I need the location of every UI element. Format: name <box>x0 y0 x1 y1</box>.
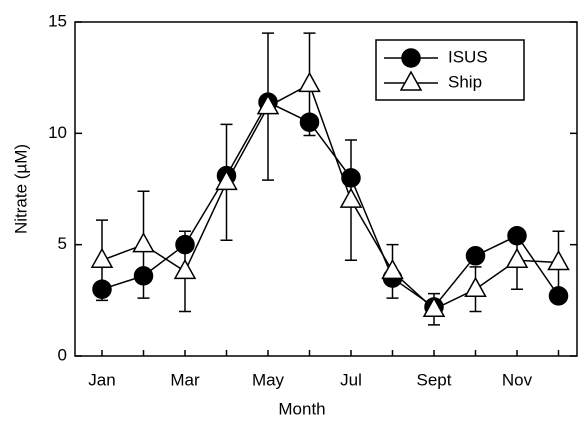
data-point <box>465 246 486 266</box>
data-point <box>548 286 569 306</box>
data-point <box>90 247 114 269</box>
x-tick-label: Sept <box>417 370 452 389</box>
data-point <box>381 258 404 280</box>
y-tick-label: 15 <box>48 11 67 30</box>
data-point <box>341 168 361 188</box>
plot-frame <box>74 21 578 357</box>
data-point <box>173 258 197 280</box>
data-point <box>256 94 280 115</box>
data-point <box>422 296 446 317</box>
legend-marker <box>399 70 423 91</box>
data-point <box>215 169 238 191</box>
x-tick-label: Nov <box>502 370 533 389</box>
x-tick-label: Jul <box>340 370 362 389</box>
data-point <box>175 234 195 255</box>
data-point <box>299 112 320 132</box>
x-tick-label: Mar <box>170 370 200 389</box>
y-tick-label: 0 <box>58 345 67 364</box>
series-line <box>101 101 560 309</box>
x-tick-label: May <box>252 370 285 389</box>
y-tick-label: 10 <box>48 123 67 142</box>
data-point <box>92 279 112 299</box>
x-tick-label: Jan <box>88 370 115 389</box>
series-line <box>101 83 559 311</box>
data-point <box>339 187 363 208</box>
legend-label: ISUS <box>448 47 488 66</box>
legend-label: Ship <box>448 72 482 91</box>
data-point <box>464 276 487 297</box>
data-point <box>298 71 321 93</box>
data-point <box>132 232 155 253</box>
legend-marker <box>401 48 421 68</box>
x-axis-label: Month <box>278 399 325 418</box>
data-point <box>547 249 570 271</box>
data-point <box>507 226 527 246</box>
y-axis-label: Nitrate (µM) <box>11 144 30 234</box>
data-point <box>505 247 529 269</box>
data-point <box>133 266 154 286</box>
y-tick-label: 5 <box>58 234 67 253</box>
